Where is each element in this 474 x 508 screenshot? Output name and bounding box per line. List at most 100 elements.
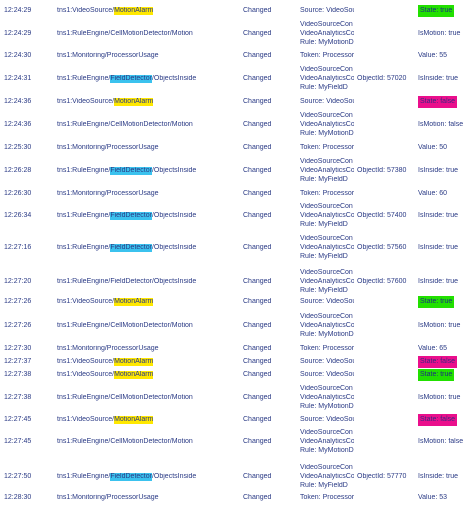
log-row[interactable]: 12:28:30 tns1:Monitoring/ProcessorUsage Ch… [0,494,474,502]
log-row[interactable]: 12:27:50 tns1:RuleEngine/FieldDetector/Ob… [0,464,474,489]
value-cell: State: false [418,356,474,368]
time-cell: 12:25:30 [4,144,32,151]
log-row[interactable]: 12:26:34 tns1:RuleEngine/FieldDetector/Ob… [0,203,474,228]
source-cell: VideoSourceCon [300,235,353,242]
time-cell: 12:24:30 [4,52,32,59]
topic-cell: tns1:RuleEngine/FieldDetector/ObjectsIns… [57,278,242,286]
topic-cell: tns1:RuleEngine/FieldDetector/ObjectsIns… [57,244,242,252]
topic-cell: tns1:RuleEngine/FieldDetector/ObjectsIns… [57,473,242,481]
source-cell: Rule: MyMotionD [300,331,354,338]
source-cell: VideoAnalyticsCo [300,322,354,329]
source-cell: VideoSourceCon [300,203,353,210]
highlighted-topic-part: FieldDetector [110,75,152,83]
topic-part: tns1:RuleEngine/FieldDetector/ObjectsIns… [57,278,197,285]
time-cell: 12:27:26 [4,322,32,329]
topic-part: tns1:VideoSource/ [57,358,115,365]
source-cell: Source: VideoSou [300,298,354,305]
source-cell: Source: VideoSou [300,98,354,105]
topic-cell: tns1:Monitoring/ProcessorUsage [57,345,242,353]
log-row[interactable]: 12:24:36 tns1:RuleEngine/CellMotionDetect… [0,112,474,137]
log-row[interactable]: 12:25:30 tns1:Monitoring/ProcessorUsage Ch… [0,144,474,152]
topic-cell: tns1:RuleEngine/FieldDetector/ObjectsIns… [57,167,242,175]
log-row[interactable]: 12:27:26 tns1:RuleEngine/CellMotionDetect… [0,313,474,338]
highlighted-topic-part: MotionAlarm [114,298,154,306]
topic-part: tns1:Monitoring/ProcessorUsage [57,494,159,501]
log-row[interactable]: 12:27:20 tns1:RuleEngine/FieldDetector/Ob… [0,269,474,294]
state-badge: State: false [418,414,458,426]
time-cell: 12:24:29 [4,30,32,37]
time-cell: 12:27:30 [4,345,32,352]
source-cell: Rule: MyFieldD [300,482,348,489]
log-row[interactable]: 12:26:30 tns1:Monitoring/ProcessorUsage Ch… [0,190,474,198]
value-cell: State: true [418,296,474,308]
time-cell: 12:28:30 [4,494,32,501]
value-text: IsMotion: false [418,438,464,445]
event-cell: Changed [243,52,272,59]
topic-cell: tns1:Monitoring/ProcessorUsage [57,52,242,60]
time-cell: 12:27:38 [4,371,32,378]
event-cell: Changed [243,30,272,37]
value-cell: Value: 53 [418,494,474,502]
topic-part: tns1:RuleEngine/ [57,75,111,82]
log-row[interactable]: 12:24:29 tns1:RuleEngine/CellMotionDetect… [0,21,474,46]
highlighted-topic-part: MotionAlarm [114,7,154,15]
state-badge: State: true [418,5,455,17]
log-row[interactable]: 12:27:45 tns1:RuleEngine/CellMotionDetect… [0,429,474,454]
value-text: IsInside: true [418,212,459,219]
log-row[interactable]: 12:24:30 tns1:Monitoring/ProcessorUsage Ch… [0,52,474,60]
log-row[interactable]: 12:27:37 tns1:VideoSource/MotionAlarm Chan… [0,356,474,368]
value-cell: Value: 60 [418,190,474,198]
value-cell: Value: 55 [418,52,474,60]
time-cell: 12:24:31 [4,75,32,82]
value-text: IsInside: true [418,75,459,82]
log-row[interactable]: 12:27:26 tns1:VideoSource/MotionAlarm Chan… [0,296,474,308]
log-row[interactable]: 12:26:28 tns1:RuleEngine/FieldDetector/Ob… [0,158,474,183]
event-cell: Changed [243,244,272,251]
log-row[interactable]: 12:27:38 tns1:VideoSource/MotionAlarm Chan… [0,369,474,381]
event-cell: Changed [243,322,272,329]
log-row[interactable]: 12:24:29 tns1:VideoSource/MotionAlarm Chan… [0,5,474,17]
state-badge: State: false [418,96,458,108]
topic-cell: tns1:RuleEngine/CellMotionDetector/Motio… [57,30,242,38]
source-cell: VideoAnalyticsCo [300,278,354,285]
highlighted-topic-part: MotionAlarm [114,358,154,366]
value-cell: IsInside: true [418,212,474,220]
topic-cell: tns1:VideoSource/MotionAlarm [57,298,242,306]
topic-part: tns1:RuleEngine/CellMotionDetector/Motio… [57,30,193,37]
topic-part: /ObjectsInside [151,473,197,480]
event-cell: Changed [243,394,272,401]
highlighted-topic-part: FieldDetector [110,167,152,175]
value-cell: Value: 50 [418,144,474,152]
log-row[interactable]: 12:24:31 tns1:RuleEngine/FieldDetector/Ob… [0,66,474,91]
event-cell: Changed [243,98,272,105]
source-cell: VideoAnalyticsCo [300,167,354,174]
source-cell: VideoAnalyticsCo [300,244,354,251]
log-row[interactable]: 12:27:38 tns1:RuleEngine/CellMotionDetect… [0,385,474,410]
log-row[interactable]: 12:24:36 tns1:VideoSource/MotionAlarm Chan… [0,96,474,108]
value-text: IsInside: true [418,278,459,285]
value-cell: IsMotion: true [418,322,474,330]
log-row[interactable]: 12:27:45 tns1:VideoSource/MotionAlarm Chan… [0,414,474,426]
topic-part: tns1:RuleEngine/CellMotionDetector/Motio… [57,394,193,401]
topic-cell: tns1:VideoSource/MotionAlarm [57,358,242,366]
time-cell: 12:27:20 [4,278,32,285]
topic-cell: tns1:RuleEngine/CellMotionDetector/Motio… [57,438,242,446]
event-cell: Changed [243,416,272,423]
value-text: IsMotion: true [418,30,461,37]
event-cell: Changed [243,494,272,501]
log-row[interactable]: 12:27:16 tns1:RuleEngine/FieldDetector/Ob… [0,235,474,260]
time-cell: 12:27:50 [4,473,32,480]
topic-part: tns1:VideoSource/ [57,416,115,423]
log-row[interactable]: 12:27:30 tns1:Monitoring/ProcessorUsage Ch… [0,345,474,353]
event-cell: Changed [243,358,272,365]
value-text: IsInside: true [418,473,459,480]
source-cell: Rule: MyMotionD [300,403,354,410]
topic-part: /ObjectsInside [151,75,197,82]
topic-part: tns1:VideoSource/ [57,7,115,14]
topic-part: tns1:RuleEngine/ [57,212,111,219]
object-id-cell: ObjectId: 57400 [357,212,407,219]
topic-cell: tns1:RuleEngine/FieldDetector/ObjectsIns… [57,75,242,83]
topic-cell: tns1:VideoSource/MotionAlarm [57,98,242,106]
event-cell: Changed [243,371,272,378]
